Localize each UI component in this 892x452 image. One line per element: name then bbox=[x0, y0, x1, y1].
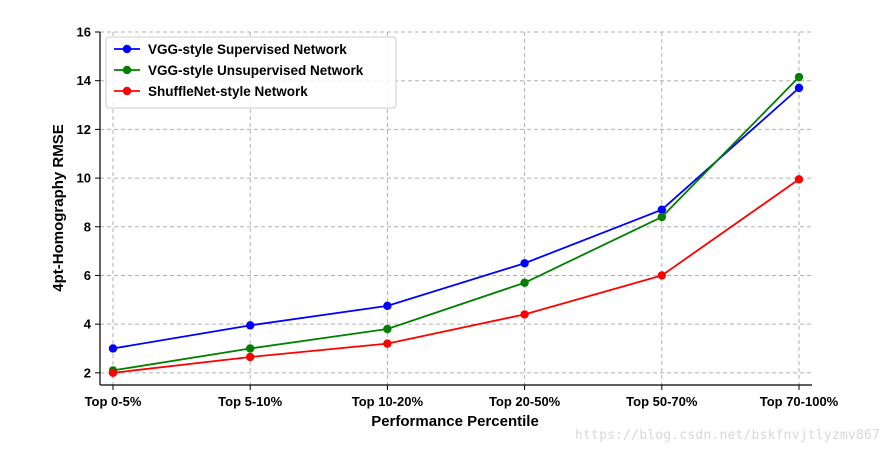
data-point bbox=[794, 175, 804, 184]
series-3 bbox=[108, 175, 804, 378]
legend-item: VGG-style Supervised Network bbox=[114, 42, 347, 57]
data-point bbox=[108, 344, 118, 353]
y-tick-label: 2 bbox=[84, 365, 91, 380]
x-axis-label: Performance Percentile bbox=[371, 413, 539, 430]
legend-marker bbox=[122, 86, 132, 96]
legend-marker bbox=[122, 65, 132, 75]
tick-labels: 2 4 6 8 10 12 14 16 Top 0-5% Top 5-10% Top 10-20% T… bbox=[77, 25, 839, 410]
data-point bbox=[520, 259, 529, 268]
series-line bbox=[112, 76, 800, 372]
legend-item: ShuffleNet-style Network bbox=[114, 84, 308, 99]
x-tick-label: Top 20-50% bbox=[489, 394, 561, 409]
y-tick-label: 14 bbox=[77, 73, 92, 88]
series-1 bbox=[108, 83, 804, 353]
legend-label: VGG-style Supervised Network bbox=[148, 42, 347, 57]
data-point bbox=[657, 271, 666, 280]
data-point bbox=[520, 278, 529, 287]
data-point bbox=[383, 339, 392, 348]
watermark: https://blog.csdn.net/bskfnvjtlyzmv867 bbox=[574, 428, 880, 443]
data-point bbox=[246, 321, 255, 330]
x-tick-label: Top 10-20% bbox=[352, 394, 424, 409]
data-point bbox=[520, 310, 529, 319]
x-tick-label: Top 0-5% bbox=[85, 394, 142, 409]
data-point bbox=[657, 212, 666, 222]
legend-label: VGG-style Unsupervised Network bbox=[148, 63, 364, 78]
y-tick-label: 12 bbox=[77, 122, 91, 137]
legend-box bbox=[105, 36, 397, 109]
data-point bbox=[383, 301, 392, 311]
data-point bbox=[108, 368, 118, 378]
x-tick-label: Top 50-70% bbox=[626, 394, 698, 409]
legend-label: ShuffleNet-style Network bbox=[148, 84, 308, 99]
data-point bbox=[794, 83, 804, 93]
y-tick-label: 4 bbox=[84, 317, 92, 332]
data-point bbox=[246, 352, 255, 362]
y-tick-label: 16 bbox=[77, 25, 91, 40]
y-tick-label: 10 bbox=[77, 171, 91, 186]
data-point bbox=[794, 72, 804, 82]
data-point bbox=[657, 205, 666, 214]
series-line bbox=[112, 178, 800, 374]
x-tick-label: Top 5-10% bbox=[218, 394, 282, 409]
y-axis-label: 4pt-Homography RMSE bbox=[50, 124, 67, 292]
legend-item: VGG-style Unsupervised Network bbox=[114, 63, 364, 78]
x-tick-label: Top 70-100% bbox=[760, 394, 839, 409]
axes bbox=[95, 31, 812, 390]
legend: VGG-style Supervised Network VGG-style Un… bbox=[105, 36, 397, 109]
data-point bbox=[383, 324, 392, 334]
legend-marker bbox=[122, 44, 132, 54]
y-tick-label: 6 bbox=[84, 268, 91, 283]
y-tick-label: 8 bbox=[84, 219, 91, 234]
series-line bbox=[112, 87, 800, 350]
series-lines bbox=[108, 72, 804, 378]
data-point bbox=[246, 344, 255, 353]
